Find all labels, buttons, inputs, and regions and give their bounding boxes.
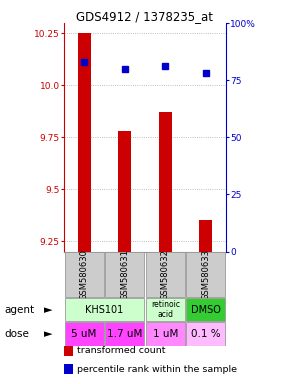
FancyBboxPatch shape: [105, 322, 144, 346]
Text: GSM580631: GSM580631: [120, 249, 129, 300]
FancyBboxPatch shape: [146, 298, 185, 321]
Text: ►: ►: [44, 329, 52, 339]
FancyBboxPatch shape: [146, 322, 185, 346]
Text: percentile rank within the sample: percentile rank within the sample: [77, 364, 237, 374]
Text: DMSO: DMSO: [191, 305, 221, 315]
Bar: [78, 33, 90, 252]
Text: transformed count: transformed count: [77, 346, 165, 356]
Text: retinoic
acid: retinoic acid: [151, 300, 180, 319]
FancyBboxPatch shape: [186, 252, 225, 297]
FancyBboxPatch shape: [146, 252, 185, 297]
FancyBboxPatch shape: [186, 322, 225, 346]
Bar: [118, 131, 131, 252]
FancyBboxPatch shape: [65, 298, 144, 321]
Text: GDS4912 / 1378235_at: GDS4912 / 1378235_at: [77, 10, 213, 23]
Text: GSM580632: GSM580632: [161, 249, 170, 300]
Text: GSM580633: GSM580633: [201, 249, 211, 300]
Text: dose: dose: [4, 329, 29, 339]
FancyBboxPatch shape: [105, 252, 144, 297]
Text: ►: ►: [44, 305, 52, 315]
Text: GSM580630: GSM580630: [79, 249, 89, 300]
FancyBboxPatch shape: [65, 322, 104, 346]
FancyBboxPatch shape: [186, 298, 225, 321]
Text: 1.7 uM: 1.7 uM: [107, 329, 142, 339]
Bar: [200, 220, 212, 252]
Text: 0.1 %: 0.1 %: [191, 329, 221, 339]
Text: 1 uM: 1 uM: [153, 329, 178, 339]
FancyBboxPatch shape: [65, 252, 104, 297]
Text: agent: agent: [4, 305, 35, 315]
Text: KHS101: KHS101: [85, 305, 124, 315]
Bar: [159, 113, 172, 252]
Text: 5 uM: 5 uM: [71, 329, 97, 339]
